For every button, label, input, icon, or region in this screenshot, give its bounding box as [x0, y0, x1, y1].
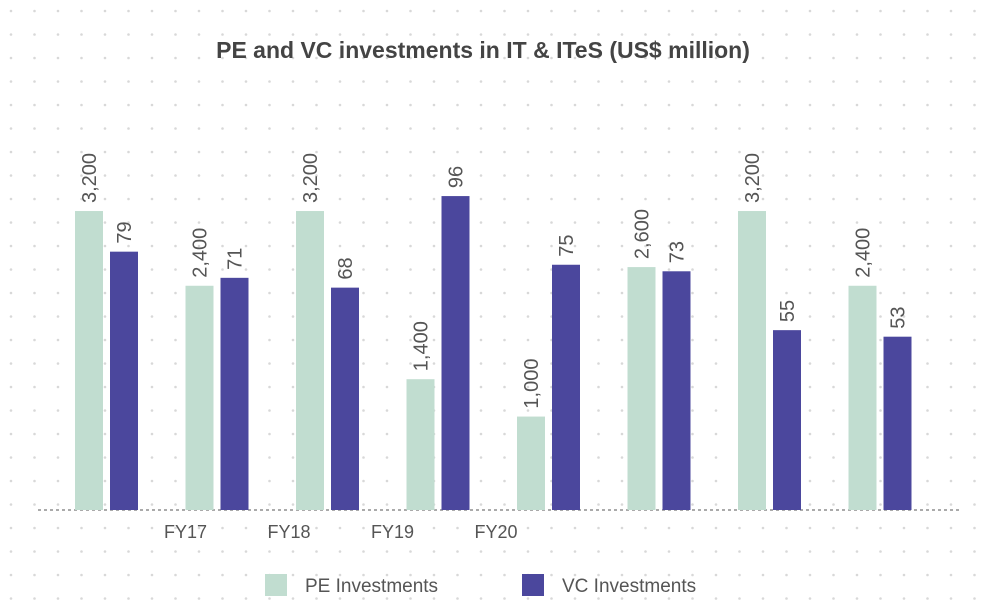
- data-label: 55: [777, 300, 799, 322]
- bar: [406, 379, 435, 510]
- x-tick-label: FY19: [371, 522, 414, 542]
- data-label: 53: [888, 306, 910, 328]
- data-label: 1,400: [411, 321, 433, 371]
- bar: [738, 211, 766, 510]
- data-label: 2,400: [853, 228, 875, 278]
- legend-swatch: [522, 574, 544, 596]
- bar: [110, 251, 138, 511]
- bar: [773, 330, 801, 510]
- bar: [552, 264, 580, 510]
- data-label: 79: [114, 221, 136, 243]
- legend-label: VC Investments: [562, 576, 696, 597]
- bar: [185, 285, 214, 510]
- data-label: 71: [225, 248, 247, 270]
- bar: [517, 416, 545, 510]
- legend-swatch: [265, 574, 287, 596]
- bar: [296, 211, 324, 510]
- data-label: 96: [446, 166, 468, 188]
- x-tick-label: FY18: [267, 522, 310, 542]
- data-label: 68: [335, 257, 357, 279]
- data-label: 75: [556, 235, 578, 257]
- data-label: 3,200: [742, 153, 764, 203]
- legend-label: PE Investments: [305, 576, 438, 597]
- bar: [441, 196, 470, 510]
- x-tick-label: FY20: [474, 522, 517, 542]
- bar: [220, 277, 249, 510]
- x-tick-label: FY17: [164, 522, 207, 542]
- bar: [662, 271, 691, 510]
- data-label: 2,600: [632, 209, 654, 259]
- data-label: 3,200: [300, 153, 322, 203]
- data-label: 3,200: [79, 153, 101, 203]
- data-label: 1,000: [521, 359, 543, 409]
- chart-title: PE and VC investments in IT & ITeS (US$ …: [216, 37, 750, 63]
- data-label: 2,400: [190, 228, 212, 278]
- bar: [75, 211, 103, 510]
- bar: [627, 267, 656, 510]
- data-label: 73: [667, 241, 689, 263]
- bar: [331, 287, 359, 510]
- bar: [883, 336, 912, 510]
- bar: [848, 285, 877, 510]
